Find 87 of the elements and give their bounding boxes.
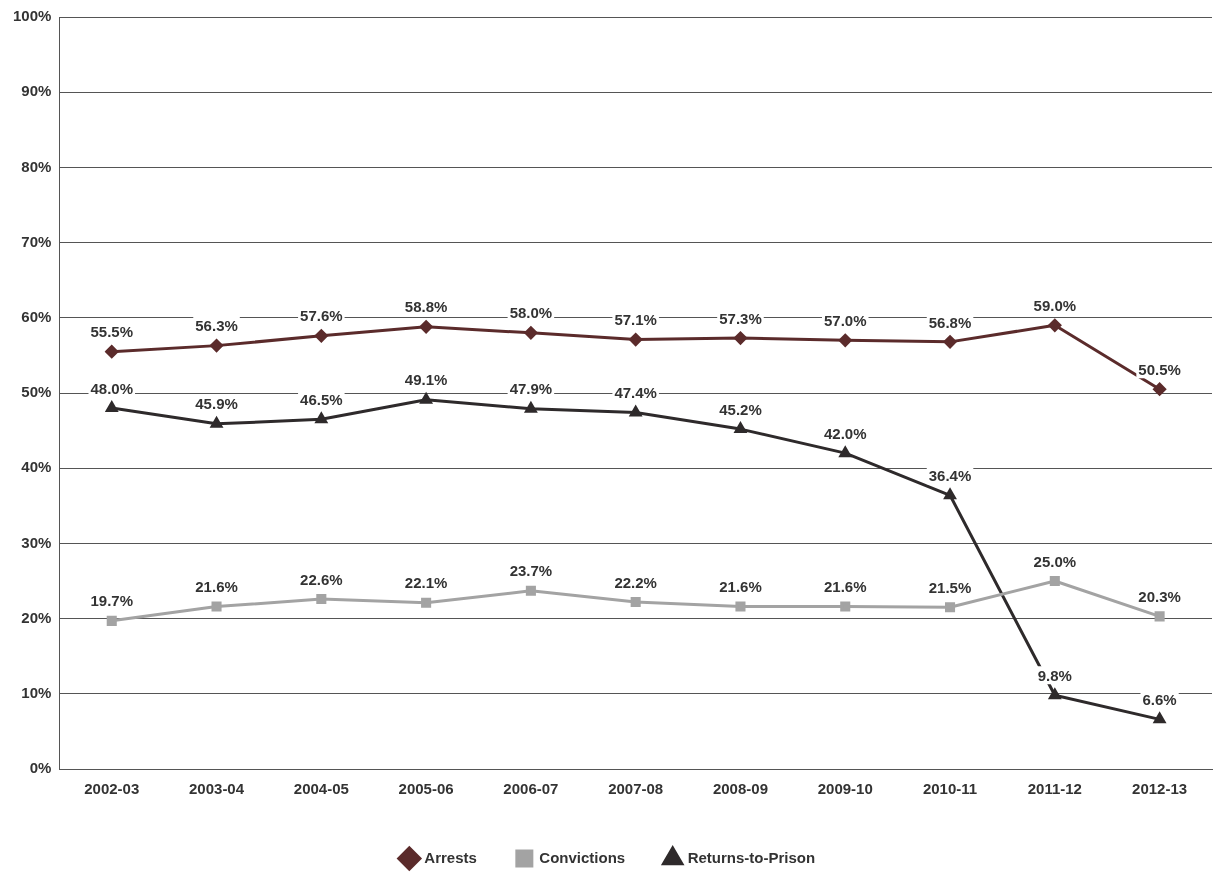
point bbox=[105, 401, 118, 413]
y-tick-label: 80% bbox=[21, 157, 52, 175]
data-label: 57.0% bbox=[823, 312, 867, 329]
data-label: 21.6% bbox=[719, 578, 762, 596]
data-label: 58.8% bbox=[404, 298, 448, 316]
x-tick-label: 2007-08 bbox=[608, 780, 664, 798]
point bbox=[734, 422, 747, 434]
point bbox=[419, 320, 433, 334]
data-label: 22.6% bbox=[300, 570, 343, 588]
data-label: 50.5% bbox=[1138, 360, 1181, 378]
y-tick-label: 10% bbox=[21, 683, 52, 701]
point bbox=[210, 339, 224, 353]
point bbox=[105, 345, 119, 359]
data-label: 58.0% bbox=[509, 304, 553, 322]
data-label: 59.0% bbox=[1033, 296, 1077, 314]
point bbox=[735, 601, 746, 612]
point bbox=[1153, 712, 1166, 724]
x-tick-label: 2004-05 bbox=[293, 780, 349, 798]
point bbox=[630, 597, 641, 608]
point bbox=[314, 329, 328, 343]
y-tick-label: 50% bbox=[21, 383, 52, 401]
point bbox=[840, 601, 851, 612]
x-tick-label: 2009-10 bbox=[817, 780, 873, 798]
data-label: 22.2% bbox=[614, 573, 657, 591]
point bbox=[1048, 318, 1062, 332]
x-tick-label: 2002-03 bbox=[84, 780, 140, 798]
x-tick-label: 2003-04 bbox=[189, 780, 245, 798]
data-label: 23.7% bbox=[509, 562, 553, 580]
point bbox=[421, 597, 432, 608]
data-label: 47.9% bbox=[509, 380, 553, 398]
data-label: 45.2% bbox=[719, 400, 762, 418]
y-tick-label: 70% bbox=[21, 232, 52, 250]
data-label: 46.5% bbox=[300, 390, 343, 408]
legend-label: Convictions bbox=[539, 848, 626, 866]
data-label: 21.6% bbox=[195, 578, 238, 596]
data-label: 56.8% bbox=[928, 313, 972, 331]
data-label: 6.6% bbox=[1142, 691, 1177, 709]
y-tick-label: 30% bbox=[21, 533, 52, 551]
point bbox=[629, 333, 643, 347]
data-label: 48.0% bbox=[90, 379, 134, 397]
y-tick-label: 60% bbox=[21, 307, 52, 325]
data-label: 36.4% bbox=[928, 466, 972, 484]
point bbox=[943, 335, 957, 349]
data-label: 20.3% bbox=[1138, 587, 1181, 605]
point bbox=[944, 488, 956, 500]
point bbox=[1048, 688, 1061, 700]
data-label: 42.0% bbox=[823, 424, 867, 442]
legend-label: Arrests bbox=[424, 848, 477, 866]
x-tick-label: 2012-13 bbox=[1132, 780, 1188, 798]
point bbox=[1049, 575, 1060, 587]
x-tick-label: 2008-09 bbox=[712, 780, 768, 798]
legend-label: Returns-to-Prison bbox=[687, 848, 816, 866]
data-label: 19.7% bbox=[90, 592, 134, 610]
point bbox=[839, 446, 852, 458]
point bbox=[525, 585, 536, 596]
data-label: 47.4% bbox=[614, 384, 657, 402]
data-label: 57.6% bbox=[300, 307, 343, 325]
y-tick-label: 100% bbox=[12, 7, 52, 25]
data-label: 57.3% bbox=[719, 309, 762, 327]
data-label: 45.9% bbox=[195, 395, 238, 413]
point bbox=[838, 333, 852, 347]
x-tick-label: 2010-11 bbox=[922, 780, 978, 798]
y-tick-label: 20% bbox=[21, 608, 52, 626]
data-label: 49.1% bbox=[404, 371, 448, 389]
x-tick-label: 2006-07 bbox=[503, 780, 559, 798]
data-label: 22.1% bbox=[404, 574, 448, 592]
point bbox=[315, 412, 328, 424]
point bbox=[211, 601, 222, 612]
point bbox=[1153, 382, 1167, 396]
point bbox=[316, 594, 327, 605]
data-label: 25.0% bbox=[1033, 552, 1077, 570]
data-label: 21.6% bbox=[823, 578, 867, 596]
point bbox=[945, 602, 956, 613]
data-label: 57.1% bbox=[614, 311, 657, 329]
point bbox=[1154, 611, 1165, 622]
y-tick-label: 90% bbox=[21, 82, 52, 100]
y-tick-label: 40% bbox=[21, 458, 52, 476]
data-label: 56.3% bbox=[195, 317, 238, 335]
point bbox=[733, 331, 747, 345]
y-tick-label: 0% bbox=[29, 759, 52, 777]
x-tick-label: 2005-06 bbox=[398, 780, 454, 798]
data-label: 21.5% bbox=[928, 578, 972, 596]
point bbox=[524, 326, 538, 340]
x-tick-label: 2011-12 bbox=[1027, 780, 1082, 798]
point bbox=[106, 615, 117, 626]
data-label: 9.8% bbox=[1037, 666, 1072, 684]
data-label: 55.5% bbox=[90, 323, 134, 341]
